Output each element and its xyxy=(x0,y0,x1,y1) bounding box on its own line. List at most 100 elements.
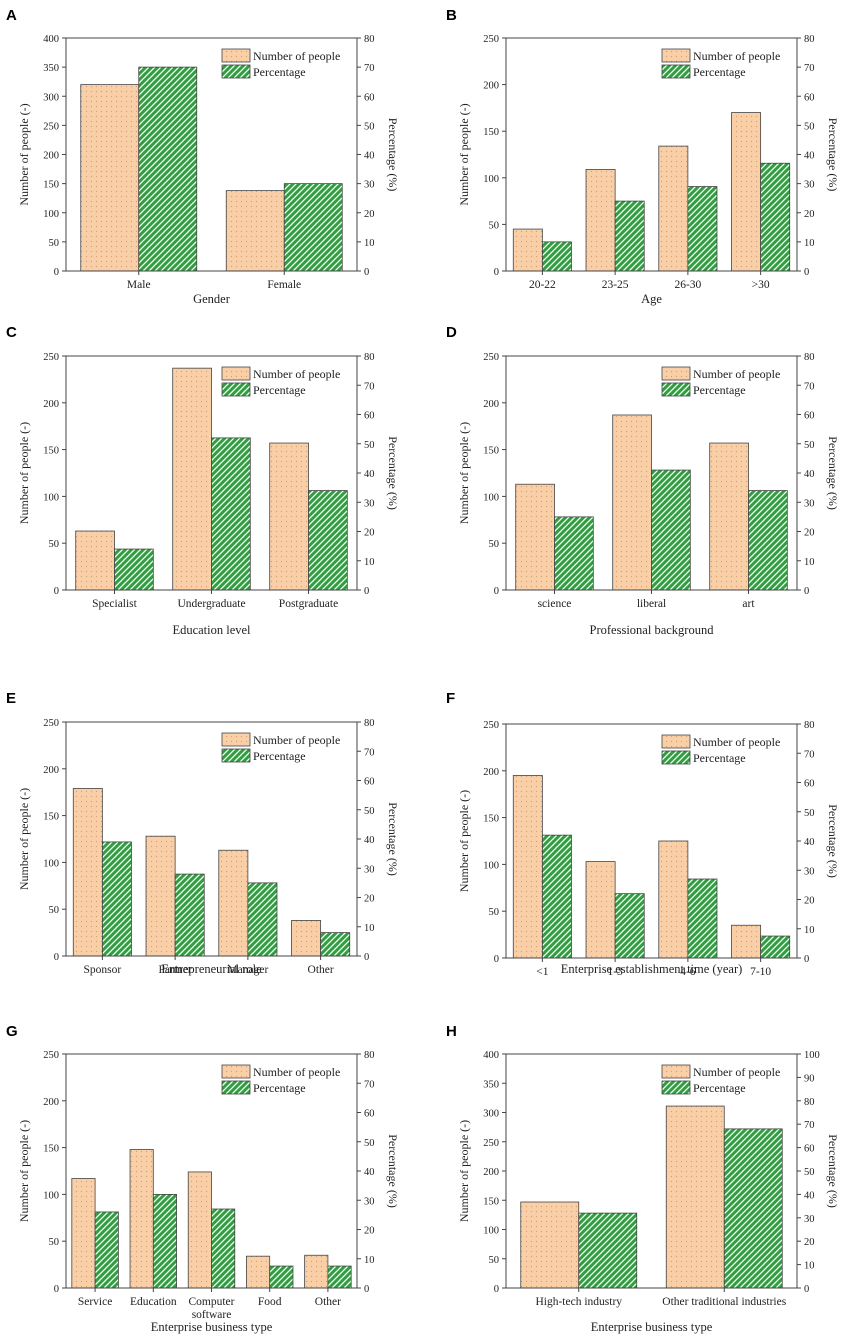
y-tick-label: 100 xyxy=(43,858,59,869)
y-tick-label: 150 xyxy=(483,446,499,457)
bar-percentage xyxy=(651,469,691,591)
legend-label: Number of people xyxy=(693,367,780,381)
y-tick-label: 100 xyxy=(483,174,499,185)
y2-tick-label: 50 xyxy=(364,806,375,817)
legend-swatch-number-of-people xyxy=(221,366,251,381)
y2-axis-title: Percentage (%) xyxy=(386,802,400,876)
y-axis-title: Number of people (-) xyxy=(17,1120,31,1222)
bar-percentage xyxy=(94,1211,119,1289)
legend-swatch-percentage xyxy=(221,64,251,79)
y2-tick-label: 40 xyxy=(364,1167,375,1178)
y2-tick-label: 10 xyxy=(804,238,815,249)
chart-panel-b: B 20-22 23-25 26-30 >30 0 50 100 150 200 250 0 10 20 3… xyxy=(446,7,840,306)
y-tick-label: 100 xyxy=(483,1226,499,1237)
y2-tick-label: 10 xyxy=(804,1261,815,1272)
panel-letter: F xyxy=(446,690,455,707)
y2-tick-label: 40 xyxy=(804,151,815,162)
y-tick-label: 50 xyxy=(489,220,500,231)
y2-tick-label: 60 xyxy=(364,92,375,103)
legend-swatch-percentage xyxy=(221,382,251,397)
legend-swatch-number-of-people xyxy=(221,48,251,63)
bar-number-of-people xyxy=(612,414,652,591)
bar-percentage xyxy=(308,490,348,591)
y2-tick-label: 80 xyxy=(364,1050,375,1061)
bar-number-of-people xyxy=(291,920,322,957)
y2-tick-label: 70 xyxy=(364,381,375,392)
y-tick-label: 250 xyxy=(43,121,59,132)
y2-tick-label: 80 xyxy=(364,718,375,729)
legend-swatch-percentage xyxy=(221,748,251,763)
y-tick-label: 250 xyxy=(483,1138,499,1149)
x-tick-label: Sponsor xyxy=(84,964,122,976)
legend-label: Percentage xyxy=(253,1081,306,1095)
y-axis-title: Number of people (-) xyxy=(457,422,471,524)
y-tick-label: 0 xyxy=(494,1284,499,1295)
y2-tick-label: 70 xyxy=(364,1079,375,1090)
y-tick-label: 50 xyxy=(489,539,500,550)
bar-percentage xyxy=(320,932,351,957)
y2-tick-label: 100 xyxy=(804,1050,820,1061)
y2-tick-label: 50 xyxy=(804,440,815,451)
chart-panel-f: F <1 1-3 4-6 7-10 0 50 100 150 200 250 0 10 20 30 40 50 6… xyxy=(446,690,840,978)
x-axis-title: Enterprise business type xyxy=(151,1320,273,1334)
y2-axis-title: Percentage (%) xyxy=(386,436,400,510)
bar-percentage xyxy=(687,878,718,959)
bar-number-of-people xyxy=(72,788,103,957)
y2-tick-label: 10 xyxy=(364,557,375,568)
y2-tick-label: 30 xyxy=(364,864,375,875)
y2-tick-label: 60 xyxy=(804,411,815,422)
x-axis-title: Gender xyxy=(193,292,231,306)
legend-label: Percentage xyxy=(693,751,746,765)
panel-letter: A xyxy=(6,7,17,24)
x-tick-label: 4-6 xyxy=(680,966,696,978)
y2-tick-label: 0 xyxy=(364,267,369,278)
bar-percentage xyxy=(211,1208,236,1289)
y2-tick-label: 60 xyxy=(804,779,815,790)
x-tick-label: Female xyxy=(267,279,301,291)
y2-tick-label: 50 xyxy=(804,1167,815,1178)
bar-number-of-people xyxy=(225,190,285,272)
y-tick-label: 250 xyxy=(43,352,59,363)
bar-percentage xyxy=(541,241,572,272)
x-tick-label: 7-10 xyxy=(750,966,771,978)
bar-percentage xyxy=(152,1194,177,1289)
y2-tick-label: 70 xyxy=(804,381,815,392)
bar-number-of-people xyxy=(80,84,140,272)
y-tick-label: 50 xyxy=(49,238,60,249)
y2-tick-label: 20 xyxy=(804,896,815,907)
y-tick-label: 200 xyxy=(43,765,59,776)
x-tick-label: Food xyxy=(258,1296,282,1308)
y-tick-label: 100 xyxy=(43,209,59,220)
bar-number-of-people xyxy=(731,112,762,272)
x-axis-title: Education level xyxy=(172,623,251,637)
bar-percentage xyxy=(101,841,132,957)
bar-number-of-people xyxy=(665,1105,725,1289)
y-axis-title: Number of people (-) xyxy=(17,788,31,890)
bar-number-of-people xyxy=(269,442,309,591)
bar-percentage xyxy=(174,873,205,957)
y2-tick-label: 10 xyxy=(804,925,815,936)
y-tick-label: 150 xyxy=(43,180,59,191)
y-tick-label: 50 xyxy=(49,539,60,550)
x-tick-label: Other xyxy=(315,1296,341,1308)
bar-number-of-people xyxy=(512,775,543,959)
bar-number-of-people xyxy=(246,1255,271,1289)
y-tick-label: 300 xyxy=(43,92,59,103)
legend-label: Percentage xyxy=(253,65,306,79)
y2-tick-label: 60 xyxy=(804,92,815,103)
y-tick-label: 250 xyxy=(483,720,499,731)
bar-number-of-people xyxy=(709,442,749,591)
x-tick-label: High-tech industry xyxy=(535,1296,622,1308)
x-tick-label: 26-30 xyxy=(674,279,701,291)
y-tick-label: 350 xyxy=(43,63,59,74)
chart-panel-h: H High-tech industry Other traditional ind… xyxy=(446,1023,840,1334)
y2-tick-label: 0 xyxy=(364,1284,369,1295)
y2-tick-label: 0 xyxy=(804,267,809,278)
bar-number-of-people xyxy=(129,1149,154,1289)
y2-tick-label: 30 xyxy=(364,1196,375,1207)
y-tick-label: 300 xyxy=(483,1109,499,1120)
chart-panel-c: C Specialist Undergraduate Postgraduate 0 50 1… xyxy=(6,324,400,637)
y2-tick-label: 20 xyxy=(364,209,375,220)
y-axis-title: Number of people (-) xyxy=(457,103,471,205)
